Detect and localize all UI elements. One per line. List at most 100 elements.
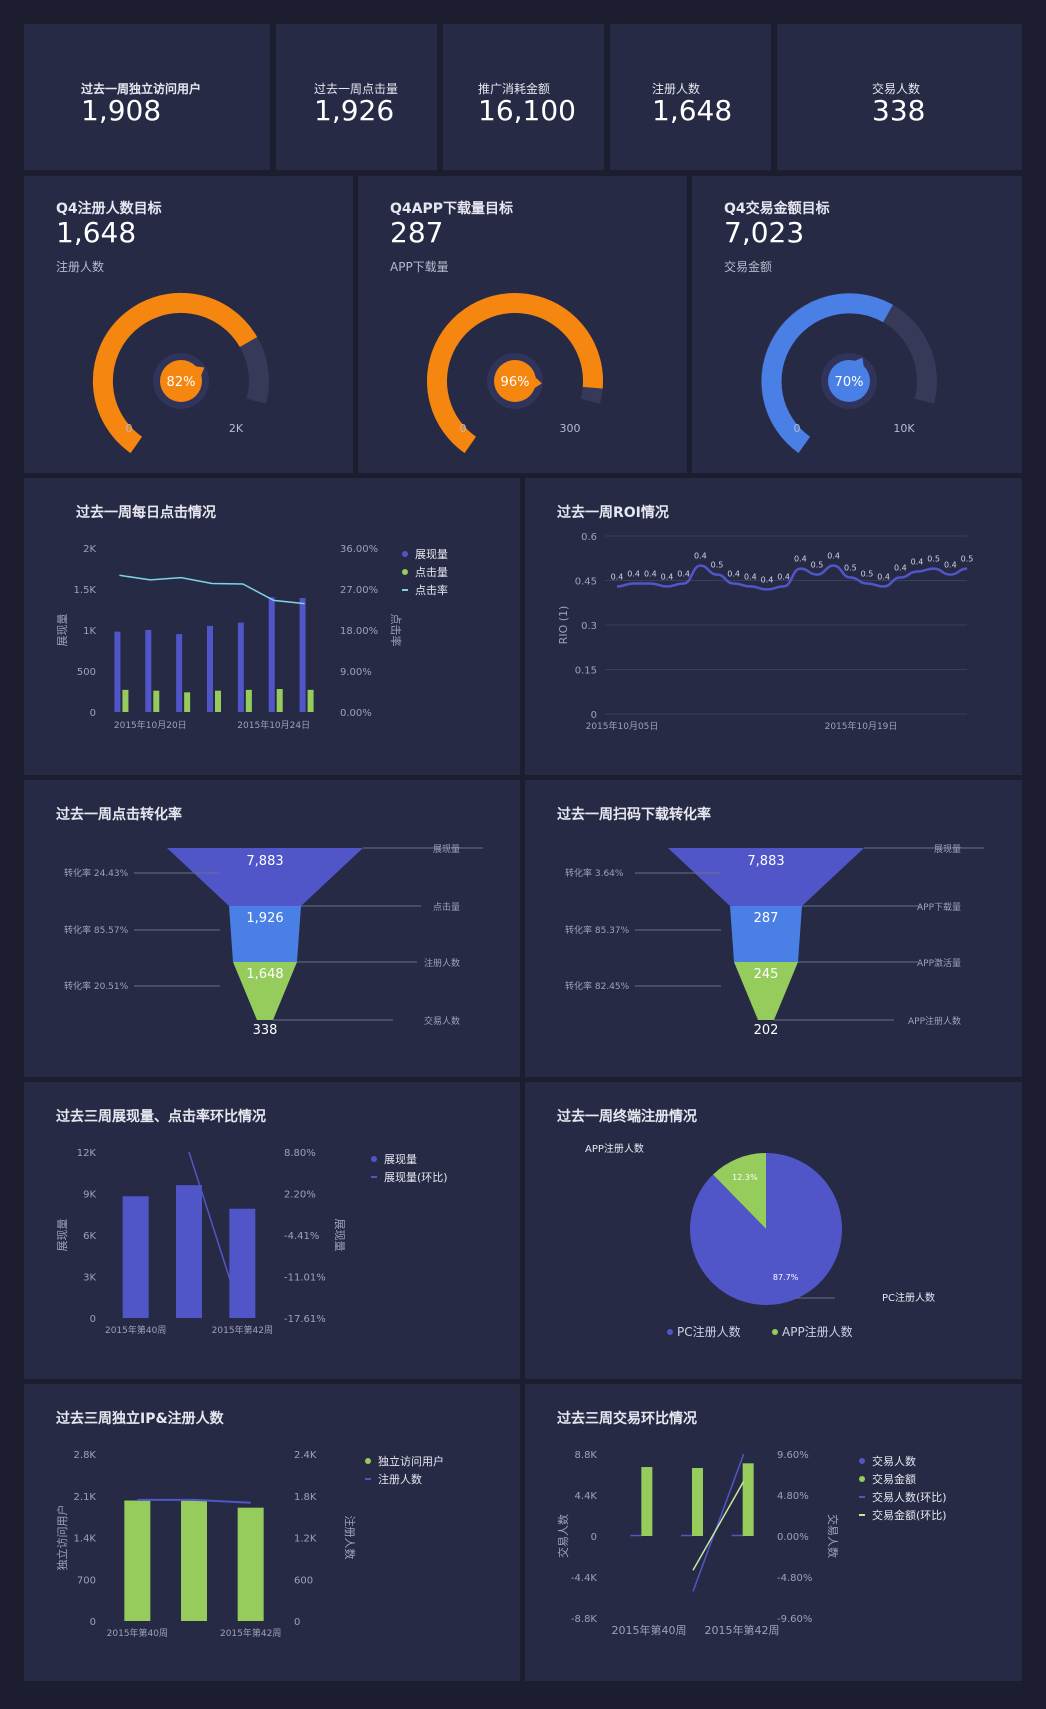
funnel-rate-label: 转化率 24.43% — [64, 867, 129, 879]
legend-dot-marker — [402, 569, 408, 575]
bar-impressions — [176, 634, 183, 712]
y2-axis-label: 点击率 — [389, 614, 403, 647]
y-tick-label: -4.4K — [571, 1573, 598, 1584]
funnel-rate-label: 转化率 82.45% — [565, 980, 630, 992]
x-tick-label: 2015年第40周 — [612, 1623, 687, 1637]
kpi-card-registrations: 注册人数 1,648 — [610, 24, 771, 170]
gauge-value: 7,023 — [724, 216, 805, 249]
data-label: 0.4 — [694, 552, 707, 561]
y-tick-label: 700 — [77, 1575, 96, 1586]
y2-tick-label: 0.00% — [340, 708, 372, 719]
pie-percent-label: 12.3% — [732, 1173, 758, 1182]
download-funnel-panel: 过去一周扫码下载转化率 7,883 287 245 202 展现量 APP下载量 APP激活… — [525, 780, 1022, 1077]
data-label: 0.5 — [711, 561, 724, 570]
bar-trade-amount — [742, 1463, 754, 1536]
legend-label: 展现量 — [415, 548, 448, 561]
y-tick-label: 0 — [90, 1617, 96, 1628]
gauge-percent-label: 82% — [167, 375, 196, 390]
y-tick-label: 3K — [83, 1273, 96, 1284]
gauge-value: 1,648 — [56, 216, 137, 249]
legend-label: 展现量(环比) — [384, 1171, 448, 1184]
x-tick-label: 2015年第40周 — [105, 1324, 166, 1336]
y-tick-label: 1.4K — [74, 1534, 97, 1545]
funnel-value-label: 1,648 — [246, 967, 283, 982]
bar-impressions — [268, 597, 275, 712]
legend-label: 注册人数 — [378, 1472, 422, 1486]
kpi-label: 过去一周独立访问用户 — [81, 82, 202, 96]
gauge-pointer — [190, 365, 205, 381]
gauge-title: Q4注册人数目标 — [56, 201, 162, 217]
bar-trade-users — [731, 1534, 743, 1537]
y-tick-label: 0.6 — [581, 532, 597, 543]
bar-clicks — [122, 689, 129, 712]
kpi-value: 1,926 — [314, 94, 395, 127]
bar-clicks — [153, 690, 160, 712]
y-axis-label: 展现量 — [56, 614, 69, 647]
x-tick-label: 2015年10月05日 — [586, 720, 659, 732]
y2-tick-label: 4.80% — [777, 1491, 809, 1502]
y2-tick-label: 600 — [294, 1575, 313, 1586]
data-label: 0.4 — [944, 561, 957, 570]
legend-dot-marker — [772, 1329, 778, 1335]
gauge-card-registrations: Q4注册人数目标 1,648 注册人数 82% 0 2K — [24, 176, 353, 473]
y2-tick-label: 27.00% — [340, 585, 378, 596]
chart-title: 过去一周点击转化率 — [56, 807, 182, 823]
trade-panel: 过去三周交易环比情况 -8.8K -4.4K 0 4.4K 8.8K -9.60% -4.8… — [525, 1384, 1022, 1681]
y2-tick-label: 2.20% — [284, 1190, 316, 1201]
y2-tick-label: -4.80% — [777, 1573, 812, 1584]
funnel-stage-label: 展现量 — [934, 844, 961, 855]
funnel-segment — [167, 848, 363, 906]
funnel-value-label: 202 — [754, 1023, 779, 1038]
gauge-min-label: 0 — [460, 422, 467, 435]
data-label: 0.4 — [727, 569, 740, 578]
gauge-max-label: 2K — [229, 422, 244, 435]
y-tick-label: 0 — [90, 1314, 96, 1325]
data-label: 0.5 — [927, 555, 940, 564]
terminal-pie-panel: 过去一周终端注册情况 12.3% 87.7% APP注册人数 PC注册人数 PC注册人数… — [525, 1082, 1022, 1379]
x-tick-label: 2015年10月20日 — [114, 719, 187, 731]
legend-dot-marker — [859, 1458, 865, 1464]
y-axis-label: 展现量 — [56, 1219, 69, 1252]
gauge-min-label: 0 — [126, 422, 133, 435]
gauge-max-label: 10K — [893, 422, 915, 435]
y2-tick-label: -11.01% — [284, 1273, 326, 1284]
funnel-value-label: 338 — [253, 1023, 278, 1038]
gauge-fill — [761, 293, 893, 454]
daily-clicks-panel: 过去一周每日点击情况 0 500 1K 1.5K 2K 0.00% 9.00% 18.00% 2… — [24, 478, 520, 775]
gauge-caption: APP下载量 — [390, 260, 449, 274]
gauge-title: Q4APP下载量目标 — [390, 201, 513, 217]
gauge-max-label: 300 — [560, 422, 581, 435]
gauge-center — [828, 360, 870, 402]
gauge-chart: 82% 0 2K — [92, 292, 269, 454]
funnel-segment — [730, 906, 802, 962]
funnel-stage-label: 交易人数 — [424, 1015, 460, 1027]
data-label: 0.5 — [861, 569, 874, 578]
legend-label: 交易人数(环比) — [872, 1490, 947, 1504]
data-label: 0.4 — [777, 572, 790, 581]
bar-clicks — [215, 690, 221, 712]
data-label: 0.4 — [911, 558, 924, 567]
pie-slice — [712, 1153, 766, 1229]
gauge-center — [160, 360, 202, 402]
y-tick-label: 0 — [591, 710, 597, 721]
gauge-chart: 96% 0 300 — [427, 292, 603, 454]
funnel-stage-label: 展现量 — [433, 844, 460, 855]
kpi-card-clicks: 过去一周点击量 1,926 — [276, 24, 437, 170]
gauge-min-label: 0 — [794, 422, 801, 435]
funnel-stage-label: APP下载量 — [917, 901, 961, 913]
data-label: 0.4 — [661, 572, 674, 581]
data-label: 0.4 — [627, 569, 640, 578]
bar-impressions — [229, 1208, 256, 1318]
x-tick-label: 2015年第42周 — [212, 1324, 273, 1336]
line-impressions-wow — [188, 1151, 244, 1319]
legend-dot-marker — [667, 1329, 673, 1335]
bar-trade-amount — [641, 1467, 653, 1536]
y2-tick-label: -4.41% — [284, 1231, 319, 1242]
legend-label: 点击量 — [415, 566, 448, 579]
gauge-percent-label: 70% — [835, 375, 864, 390]
kpi-card-spend: 推广消耗金额 16,100 — [443, 24, 604, 170]
roi-panel: 过去一周ROI情况 0 0.15 0.3 0.45 0.6 RIO (1) 0.4 0.4 0.… — [525, 478, 1022, 775]
funnel-rate-label: 转化率 85.57% — [64, 924, 129, 936]
bar-impressions — [145, 630, 152, 712]
